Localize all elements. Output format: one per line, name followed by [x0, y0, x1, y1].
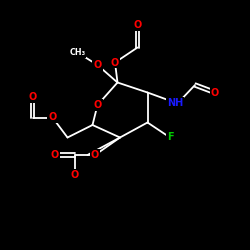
Text: F: F	[167, 132, 173, 142]
Text: O: O	[211, 88, 219, 98]
Text: O: O	[91, 150, 99, 160]
Text: O: O	[94, 100, 102, 110]
Text: O: O	[134, 20, 141, 30]
Text: O: O	[71, 170, 79, 180]
Text: O: O	[94, 60, 102, 70]
Text: O: O	[28, 92, 36, 102]
Text: CH₃: CH₃	[70, 48, 86, 57]
Text: O: O	[51, 150, 59, 160]
Text: O: O	[111, 58, 119, 68]
Text: O: O	[48, 112, 56, 122]
Text: NH: NH	[167, 98, 183, 108]
